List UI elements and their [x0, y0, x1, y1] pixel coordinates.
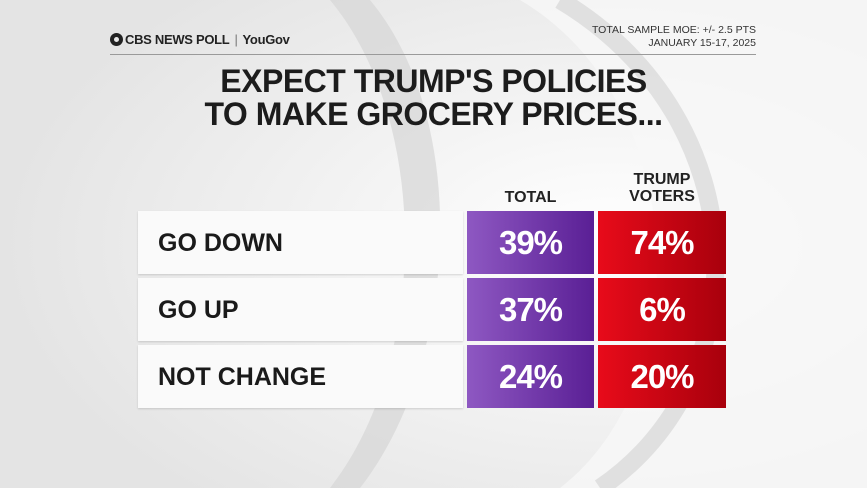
row-label-go-down: GO DOWN [138, 211, 463, 274]
dates-text: JANUARY 15-17, 2025 [648, 37, 756, 49]
row-label-go-up: GO UP [138, 278, 463, 341]
cell-trump-go-down: 74% [598, 211, 726, 274]
poll-meta: TOTAL SAMPLE MOE: +/- 2.5 PTS JANUARY 15… [592, 24, 756, 50]
cell-total-not-change: 24% [467, 345, 594, 408]
cbs-eye-icon [110, 33, 123, 46]
column-header-trump-voters: TRUMP VOTERS [629, 171, 695, 205]
row-label-text: GO UP [158, 296, 239, 324]
row-label-text: GO DOWN [158, 229, 283, 257]
row-label-not-change: NOT CHANGE [138, 345, 463, 408]
cell-total-go-down: 39% [467, 211, 594, 274]
cbs-yougov-logo: CBS NEWS POLL | YouGov [110, 32, 290, 47]
column-header-total: TOTAL [504, 189, 557, 206]
cell-total-go-up: 37% [467, 278, 594, 341]
header-divider [110, 54, 756, 55]
chart-title-line2: TO MAKE GROCERY PRICES... [204, 96, 663, 132]
chart-title-line1: EXPECT TRUMP'S POLICIES [220, 63, 647, 99]
brand-text: CBS NEWS POLL [125, 32, 230, 47]
cell-trump-not-change: 20% [598, 345, 726, 408]
moe-text: TOTAL SAMPLE MOE: +/- 2.5 PTS [591, 24, 756, 36]
cell-trump-go-up: 6% [598, 278, 726, 341]
row-label-text: NOT CHANGE [158, 363, 327, 391]
partner-text: YouGov [242, 32, 290, 47]
header: CBS NEWS POLL | YouGov TOTAL SAMPLE MOE: +… [110, 24, 756, 54]
